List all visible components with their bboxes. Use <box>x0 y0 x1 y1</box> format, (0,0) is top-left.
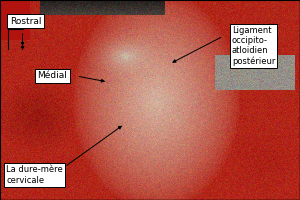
Text: Ligament
occipito-
atloidien
postérieur: Ligament occipito- atloidien postérieur <box>232 26 275 66</box>
Text: La dure-mère
cervicale: La dure-mère cervicale <box>6 165 63 185</box>
Text: Médial: Médial <box>38 72 68 80</box>
Text: Rostral: Rostral <box>10 17 41 25</box>
